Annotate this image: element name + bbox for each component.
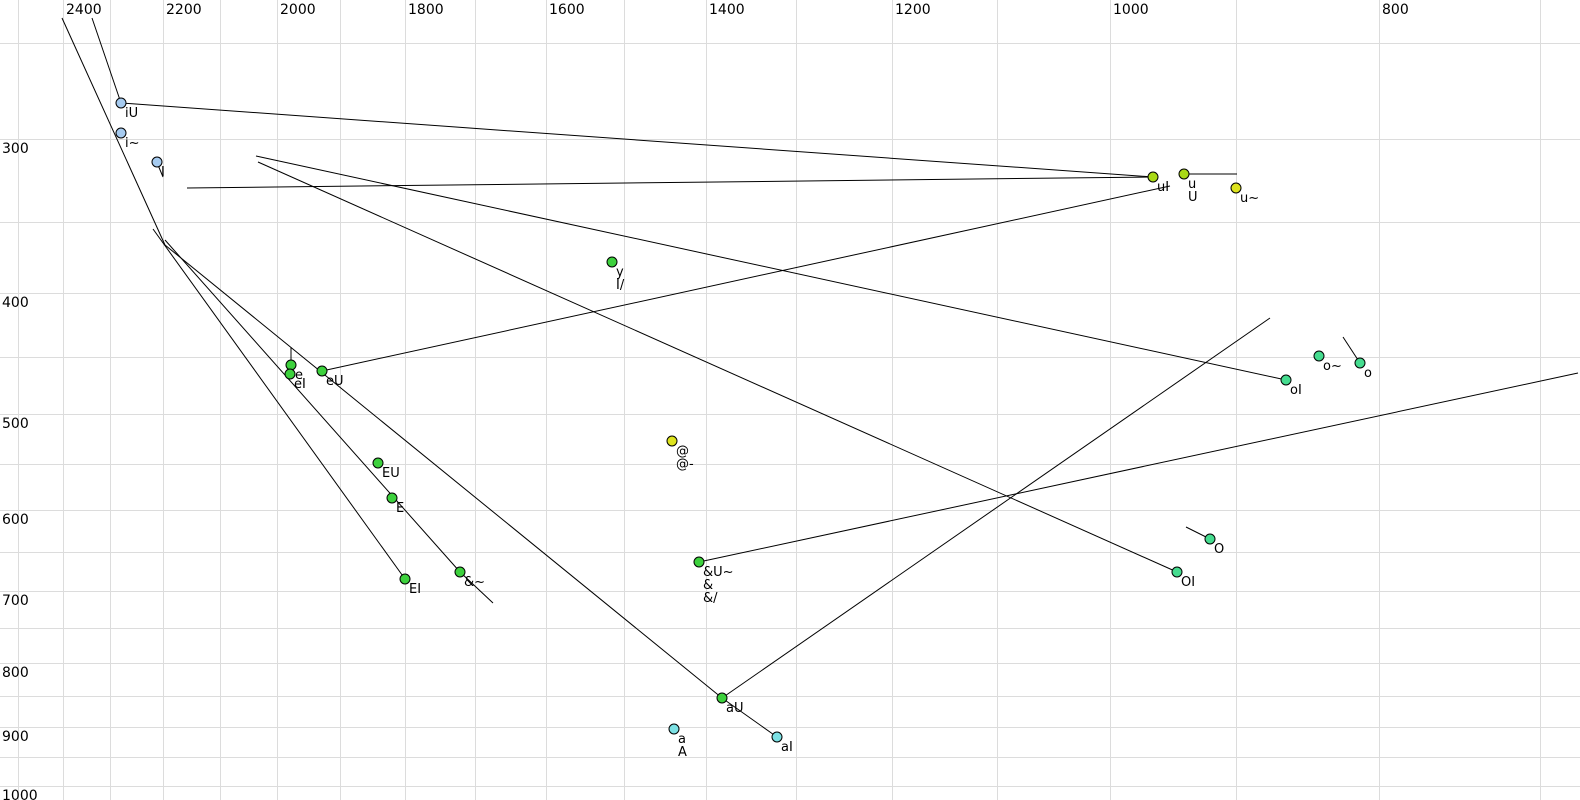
data-point-label: aI [781,740,793,755]
trajectory-line-ampU-upright [698,372,1579,563]
data-point-label: & [703,578,713,593]
data-point-uI [1147,171,1159,183]
x-axis-tick-label: 2400 [66,2,102,18]
data-point-I [151,156,163,168]
diphthong-trajectories [61,17,1579,738]
axis-tick-labels: 2400 2200 2000 1800 1600 1400 1200 1000 800 300 40… [2,2,1409,800]
data-point-EU [372,457,384,469]
data-point-label: EU [382,466,400,481]
data-point-label: iU [125,106,138,121]
data-point-label: e [295,368,303,383]
y-axis-tick-label: 1000 [2,788,38,800]
data-point-u [1178,168,1190,180]
data-point-label: EI [409,582,421,597]
data-point-label: o~ [1323,359,1342,374]
y-axis-tick-label: 500 [2,416,29,432]
data-point-&U~ [693,556,705,568]
data-point-aI [771,731,783,743]
data-point-label: &U~ [703,565,734,580]
data-point-label: OI [1181,575,1195,590]
data-point-label: I/ [616,278,625,293]
y-axis-tick-label: 900 [2,729,29,745]
data-point-label: O [1214,542,1224,557]
data-point-label: U [1188,190,1198,205]
data-point-O [1204,533,1216,545]
data-point-label: u [1188,177,1196,192]
data-point-iU [115,97,127,109]
data-point-u~ [1230,182,1242,194]
trajectory-line-fan-to-EI [152,228,406,580]
data-point-EI [399,573,411,585]
y-axis-tick-label: 700 [2,593,29,609]
data-point-label: y [616,265,624,280]
y-axis-tick-label: 800 [2,665,29,681]
data-point-label: i~ [125,136,140,151]
data-point-eU [316,365,328,377]
x-axis-tick-label: 1200 [895,2,931,18]
data-point-label: uI [1157,180,1169,195]
x-axis-tick-label: 1000 [1113,2,1149,18]
data-point-label: &~ [464,575,485,590]
trajectory-line-aU-upright [721,317,1271,699]
data-point-a [668,723,680,735]
data-point-label: E [396,501,404,516]
data-point-oI [1280,374,1292,386]
data-point-label: oI [1290,383,1302,398]
x-axis-tick-label: 1400 [709,2,745,18]
data-point-OI [1171,566,1183,578]
trajectory-line-iU-to-uI [120,102,1154,178]
x-axis-tick-label: 1800 [408,2,444,18]
x-axis-tick-label: 2200 [166,2,202,18]
data-point-i~ [115,127,127,139]
x-axis-tick-label: 1600 [549,2,585,18]
data-point-label: a [678,732,686,747]
data-point-label: I [161,165,165,180]
data-point-o [1354,357,1366,369]
data-point-label: aU [726,701,743,716]
trajectory-line-steep-topleft-2 [91,17,122,104]
data-point-label: @- [676,457,694,472]
trajectory-line-to-oI [255,155,1287,381]
data-point-&~ [454,566,466,578]
data-point-o~ [1313,350,1325,362]
y-axis-tick-label: 400 [2,295,29,311]
data-point-label: &/ [703,591,718,606]
y-axis-tick-label: 600 [2,512,29,528]
data-point-y [606,256,618,268]
data-point-eI [284,368,296,380]
data-point-label: eI [294,377,306,392]
x-axis-tick-label: 2000 [280,2,316,18]
data-point-E [386,492,398,504]
trajectory-line-steep-topleft-1 [61,17,166,246]
data-point-label: A [678,745,687,760]
trajectory-line-eU-to-uI [321,185,1171,372]
x-axis-tick-label: 800 [1382,2,1409,18]
y-axis-tick-label: 300 [2,141,29,157]
data-point-label: o [1364,366,1372,381]
data-point-aU [716,692,728,704]
data-point-@ [666,435,678,447]
trajectory-line-horizontal-to-uI [186,176,1154,189]
trajectory-line-to-OI [257,161,1178,573]
data-point-label: eU [326,374,344,389]
data-points: iU i~ IyI/eeI eU EU E EI &~ @@- &U~&&/ aU aA aI O OI oI… [115,97,1372,760]
data-point-label: u~ [1240,191,1259,206]
data-point-label: @ [676,444,689,459]
